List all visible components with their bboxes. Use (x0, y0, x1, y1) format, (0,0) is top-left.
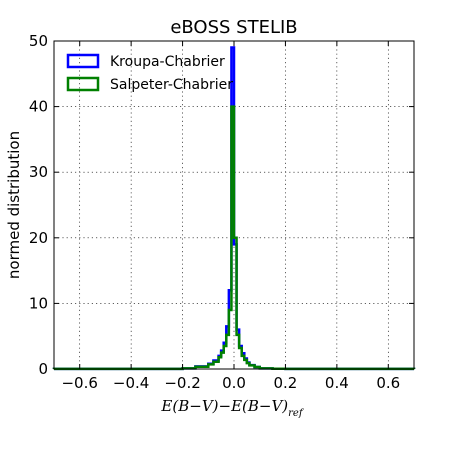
x-tick-label: −0.4 (113, 374, 149, 392)
x-axis-label: E(B−V)−E(B−V)ref (160, 397, 304, 419)
x-tick-label: 0.0 (222, 374, 246, 392)
axis-ticks (54, 40, 414, 370)
x-tick-label: 0.2 (273, 374, 297, 392)
y-tick-label: 0 (38, 360, 48, 378)
x-tick-labels: −0.6 −0.4 −0.2 0.0 0.2 0.4 0.6 (61, 374, 400, 392)
y-axis-label: normed distribution (5, 131, 23, 279)
series-line-salpeter-chabrier (52, 105, 416, 371)
y-tick-labels: 0 10 20 30 40 50 (29, 32, 48, 378)
y-tick-label: 50 (29, 32, 48, 50)
y-tick-label: 40 (29, 98, 48, 116)
x-axis-label-subscript: ref (288, 408, 305, 419)
chart-title: eBOSS STELIB (170, 17, 297, 38)
series-layer (52, 46, 416, 371)
x-tick-label: −0.6 (61, 374, 97, 392)
legend-label: Salpeter-Chabrier (110, 77, 233, 93)
x-tick-label: −0.2 (164, 374, 200, 392)
x-tick-label: 0.6 (376, 374, 400, 392)
y-tick-label: 30 (29, 163, 48, 181)
x-axis-label-main: E(B−V)−E(B−V) (160, 397, 288, 415)
y-tick-label: 10 (29, 294, 48, 312)
y-tick-label: 20 (29, 229, 48, 247)
legend-swatch (66, 53, 100, 69)
legend-swatch (66, 76, 100, 92)
legend: Kroupa-Chabrier Salpeter-Chabrier (66, 53, 233, 93)
x-tick-label: 0.4 (325, 374, 349, 392)
legend-label: Kroupa-Chabrier (110, 54, 225, 70)
